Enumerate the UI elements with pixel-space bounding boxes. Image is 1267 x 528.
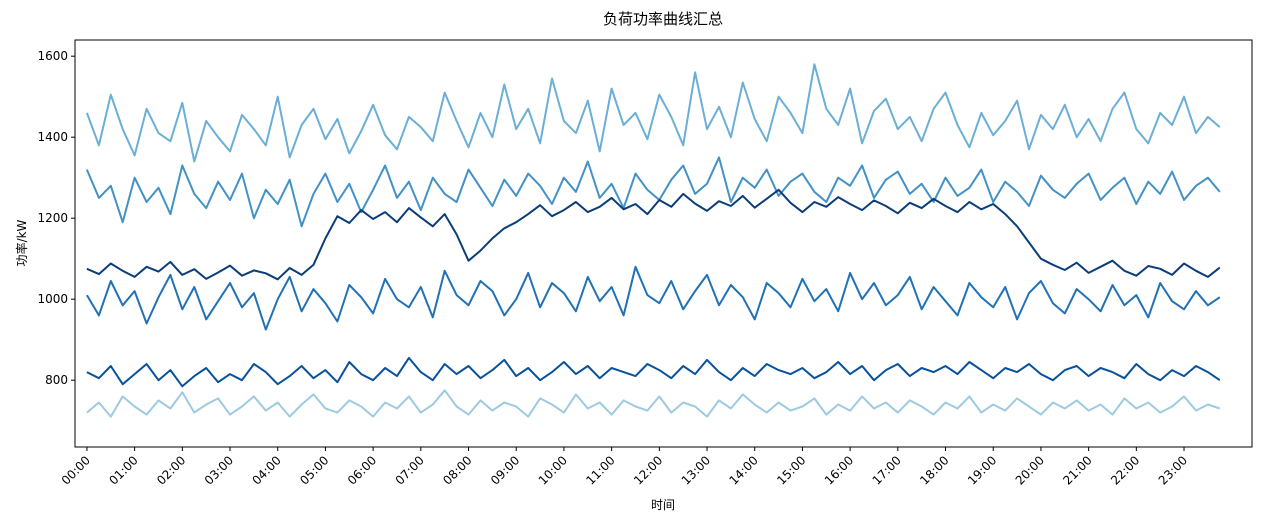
x-tick-label: 09:00 [488,453,522,487]
x-tick-label: 05:00 [297,453,331,487]
x-tick-label: 23:00 [1156,453,1190,487]
x-tick-label: 18:00 [917,453,951,487]
x-tick-label: 13:00 [679,453,713,487]
x-tick-label: 02:00 [154,453,188,487]
series-line [86,265,1221,331]
y-tick-label: 800 [45,373,68,387]
x-tick-label: 10:00 [536,453,570,487]
x-tick-label: 19:00 [965,453,999,487]
x-tick-label: 04:00 [249,453,283,487]
x-tick-label: 12:00 [631,453,665,487]
x-tick-label: 22:00 [1108,453,1142,487]
x-tick-label: 21:00 [1060,453,1094,487]
x-tick-label: 01:00 [106,453,140,487]
x-tick-label: 14:00 [726,453,760,487]
chart-title: 负荷功率曲线汇总 [603,10,723,28]
x-tick-label: 08:00 [440,453,474,487]
x-tick-label: 11:00 [583,453,617,487]
x-tick-label: 00:00 [59,453,93,487]
y-tick-label: 1200 [37,211,68,225]
series-line [86,188,1221,281]
plot-frame [74,39,1253,448]
x-tick-label: 17:00 [870,453,904,487]
y-tick-label: 1400 [37,130,68,144]
x-tick-label: 06:00 [345,453,379,487]
x-tick-label: 20:00 [1013,453,1047,487]
x-axis-label: 时间 [651,498,675,512]
y-tick-label: 1600 [37,49,68,63]
y-axis-label: 功率/kW [14,219,29,266]
y-tick-label: 1000 [37,292,68,306]
series-line [86,356,1221,388]
series-line [85,156,1221,228]
x-tick-label: 16:00 [822,453,856,487]
series-line [85,63,1221,163]
series-line [86,389,1221,418]
x-tick-label: 07:00 [393,453,427,487]
x-tick-label: 03:00 [202,453,236,487]
x-tick-label: 15:00 [774,453,808,487]
